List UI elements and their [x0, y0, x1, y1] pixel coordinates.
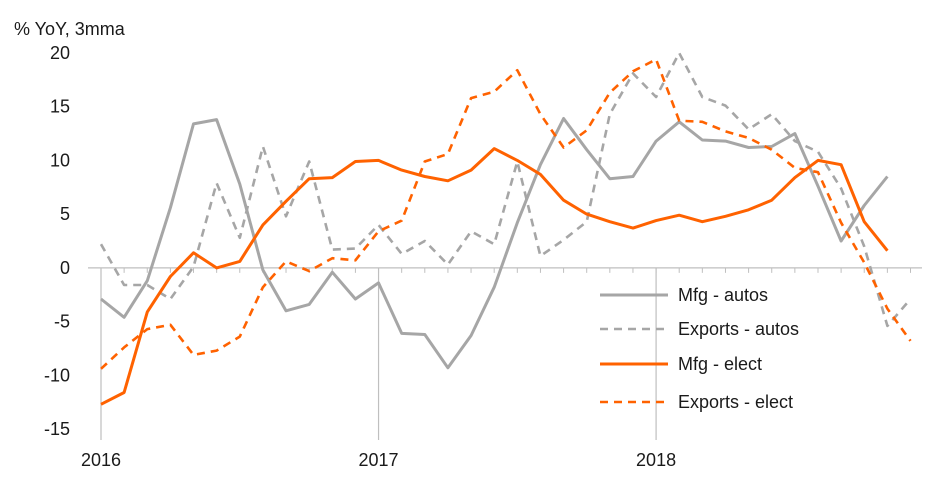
series-line-mfg-elect [100, 147, 889, 406]
y-tick-label: 20 [50, 43, 70, 63]
legend-label: Mfg - autos [678, 285, 768, 305]
series-line-exports-elect [100, 58, 912, 370]
y-tick-label: 5 [60, 204, 70, 224]
legend-label: Exports - elect [678, 392, 793, 412]
y-tick-label: 0 [60, 258, 70, 278]
y-tick-label: -10 [44, 365, 70, 385]
series-lines [99, 51, 912, 406]
legend: Mfg - autos Exports - autos Mfg - elect Exp… [600, 285, 799, 412]
x-tick-label: 2017 [359, 450, 399, 470]
y-axis: 20 15 10 5 0 -5 -10 -15 [44, 43, 70, 439]
y-axis-unit-label: % YoY, 3mma [14, 19, 126, 39]
series-line-mfg-autos [100, 117, 889, 370]
y-tick-label: -5 [54, 312, 70, 332]
series-line-exports-autos [99, 51, 912, 328]
x-tick-label: 2018 [636, 450, 676, 470]
y-tick-label: 10 [50, 150, 70, 170]
legend-label: Mfg - elect [678, 354, 762, 374]
legend-label: Exports - autos [678, 319, 799, 339]
x-tick-label: 2016 [81, 450, 121, 470]
y-tick-label: -15 [44, 419, 70, 439]
x-axis: 2016 2017 2018 [81, 267, 922, 470]
y-tick-label: 15 [50, 97, 70, 117]
